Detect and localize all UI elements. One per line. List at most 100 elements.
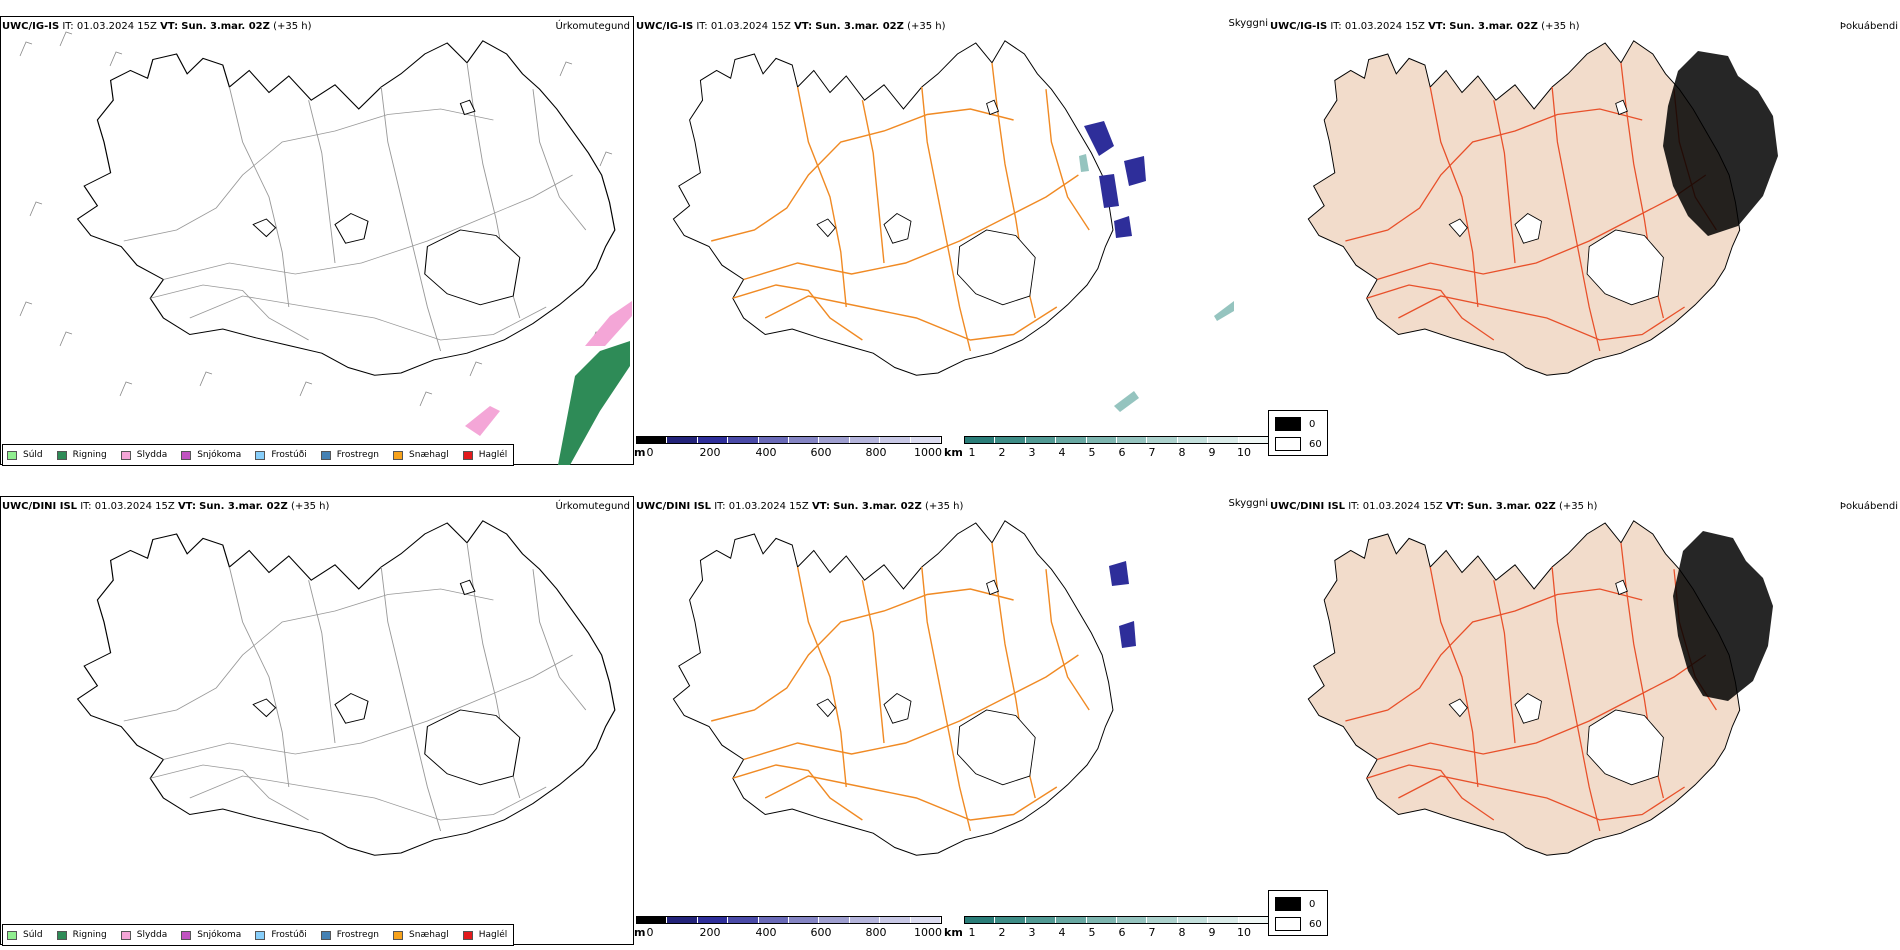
- legend-item: Snæhagl: [393, 450, 449, 460]
- fog-legend: 0 60: [1268, 410, 1328, 456]
- legend-swatch: [120, 450, 131, 460]
- fog-legend-item: 0: [1275, 897, 1315, 911]
- panel-title: Úrkomutegund: [555, 21, 630, 32]
- it-value: 01.03.2024 15Z: [1362, 501, 1443, 512]
- precip-legend: Súld Rigning Slydda Snjókoma Frostúði Fr…: [2, 444, 515, 466]
- vt-value: Sun. 3.mar. 02Z: [181, 21, 270, 32]
- panel-title: Skyggni: [1228, 498, 1268, 509]
- model-name: UWC/DINI ISL: [2, 501, 78, 512]
- height-tick: 0: [646, 446, 654, 459]
- panel-title: Úrkomutegund: [555, 501, 630, 512]
- fog-area: [1673, 531, 1773, 701]
- legend-item: Frostúði: [255, 930, 307, 940]
- vt-value: Sun. 3.mar. 02Z: [1467, 501, 1556, 512]
- it-value: 01.03.2024 15Z: [728, 501, 809, 512]
- vt-label: VT:: [177, 501, 196, 512]
- height-tick: 200: [699, 446, 721, 459]
- visibility-tick: 2: [998, 446, 1006, 459]
- legend-swatch: [393, 450, 404, 460]
- visibility-colorbar: km 1 2 3 4 5 6 7 8 9 10: [944, 916, 1270, 942]
- height-tick: 800: [865, 446, 887, 459]
- visibility-panel-row2: UWC/DINI ISL IT: 01.03.2024 15Z VT: Sun.…: [634, 490, 1270, 946]
- panel-title: Skyggni: [1228, 18, 1268, 29]
- height-colorbar: m 0 200 400 600 800 1000: [634, 436, 942, 462]
- it-label: IT:: [62, 21, 74, 32]
- visibility-tick: 9: [1208, 446, 1216, 459]
- it-value: 01.03.2024 15Z: [710, 21, 791, 32]
- vt-label: VT:: [811, 501, 830, 512]
- vt-value: Sun. 3.mar. 02Z: [833, 501, 922, 512]
- panel-header: UWC/IG-IS IT: 01.03.2024 15Z VT: Sun. 3.…: [636, 21, 946, 33]
- lead-time: (+35 h): [290, 501, 330, 512]
- height-colorbar: m 0 200 400 600 800 1000: [634, 916, 942, 942]
- legend-swatch: [255, 450, 266, 460]
- visibility-panel-row1: UWC/IG-IS IT: 01.03.2024 15Z VT: Sun. 3.…: [634, 10, 1270, 466]
- it-value: 01.03.2024 15Z: [94, 501, 175, 512]
- model-name: UWC/IG-IS: [636, 21, 694, 32]
- legend-swatch: [462, 450, 473, 460]
- it-label: IT:: [1348, 501, 1360, 512]
- precip-map: [19, 31, 632, 465]
- vt-label: VT:: [1445, 501, 1464, 512]
- visibility-tick: 5: [1088, 446, 1096, 459]
- model-name: UWC/IG-IS: [1270, 21, 1328, 32]
- panel-header: UWC/IG-IS IT: 01.03.2024 15Z VT: Sun. 3.…: [2, 21, 312, 33]
- visibility-tick: 1: [968, 446, 976, 459]
- legend-item: Frostregn: [320, 450, 379, 460]
- lead-time: (+35 h): [1558, 501, 1598, 512]
- it-label: IT:: [80, 501, 92, 512]
- vt-label: VT:: [794, 21, 813, 32]
- fog-area: [1663, 51, 1778, 236]
- it-label: IT:: [1330, 21, 1342, 32]
- legend-swatch: [181, 450, 192, 460]
- legend-item: Rigning: [56, 930, 107, 940]
- it-label: IT:: [696, 21, 708, 32]
- precip-panel-row2: UWC/DINI ISL IT: 01.03.2024 15Z VT: Sun.…: [0, 490, 636, 946]
- model-name: UWC/DINI ISL: [1270, 501, 1346, 512]
- legend-item: Frostúði: [255, 450, 307, 460]
- height-tick: 600: [810, 446, 832, 459]
- fog-legend: 0 60: [1268, 890, 1328, 936]
- vt-label: VT:: [1428, 21, 1447, 32]
- legend-item: Haglél: [462, 450, 507, 460]
- fog-legend-item: 60: [1275, 917, 1322, 931]
- visibility-colorbar: km 1 2 3 4 5 6 7 8 9 10: [944, 436, 1270, 462]
- precip-rain: [558, 341, 630, 465]
- panel-header: UWC/IG-IS IT: 01.03.2024 15Z VT: Sun. 3.…: [1270, 21, 1580, 33]
- height-tick: 1000: [914, 446, 942, 459]
- legend-item: Rigning: [56, 450, 107, 460]
- vt-value: Sun. 3.mar. 02Z: [1449, 21, 1538, 32]
- visibility-tick: 10: [1237, 446, 1251, 459]
- legend-item: Snæhagl: [393, 930, 449, 940]
- precip-sleet: [465, 301, 632, 436]
- it-label: IT:: [714, 501, 726, 512]
- legend-swatch: [7, 450, 17, 460]
- fog-map: [1307, 40, 1778, 376]
- fog-panel-row2: UWC/DINI ISL IT: 01.03.2024 15Z VT: Sun.…: [1268, 490, 1900, 946]
- legend-swatch: [56, 450, 67, 460]
- height-tick: 400: [755, 446, 777, 459]
- fog-panel-row1: UWC/IG-IS IT: 01.03.2024 15Z VT: Sun. 3.…: [1268, 10, 1900, 466]
- fog-legend-item: 60: [1275, 437, 1322, 451]
- legend-item: Slydda: [120, 450, 167, 460]
- visibility-tick: 6: [1118, 446, 1126, 459]
- legend-swatch: [320, 450, 331, 460]
- height-colorbar-cells: [636, 436, 942, 444]
- visibility-tick: 8: [1178, 446, 1186, 459]
- low-visibility-area: [1109, 561, 1136, 648]
- lead-time: (+35 h): [1541, 21, 1580, 32]
- panel-header: UWC/DINI ISL IT: 01.03.2024 15Z VT: Sun.…: [2, 501, 329, 513]
- precip-panel-row1: UWC/IG-IS IT: 01.03.2024 15Z VT: Sun. 3.…: [0, 10, 636, 466]
- lead-time: (+35 h): [924, 501, 964, 512]
- panel-header: UWC/DINI ISL IT: 01.03.2024 15Z VT: Sun.…: [636, 501, 963, 513]
- legend-item: Snjókoma: [181, 930, 241, 940]
- visibility-colorbar-cells: [964, 436, 1270, 444]
- panel-header: UWC/DINI ISL IT: 01.03.2024 15Z VT: Sun.…: [1270, 501, 1597, 513]
- visibility-haze: [1079, 154, 1234, 412]
- legend-item: Slydda: [120, 930, 167, 940]
- legend-item: Súld: [7, 930, 43, 940]
- visibility-tick: 4: [1058, 446, 1066, 459]
- lead-time: (+35 h): [273, 21, 312, 32]
- legend-item: Frostregn: [320, 930, 379, 940]
- legend-item: Snjókoma: [181, 450, 241, 460]
